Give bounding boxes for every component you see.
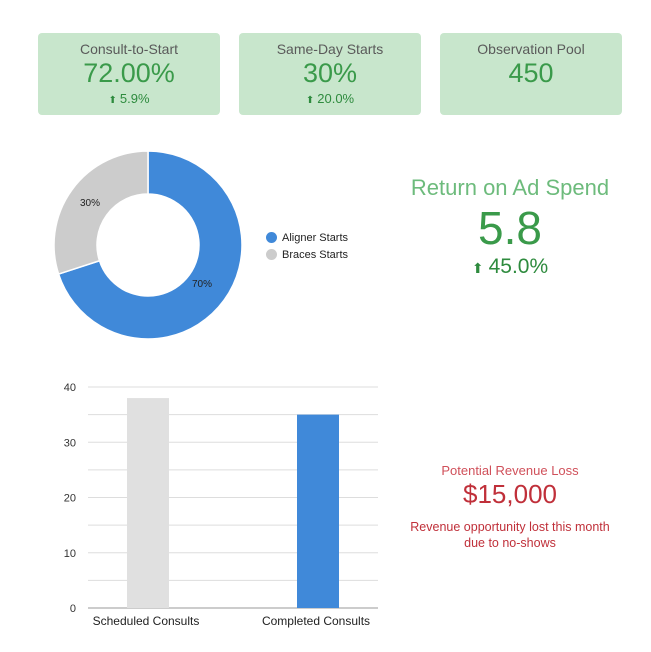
y-tick-label: 0	[70, 603, 76, 615]
kpi-card-observation-pool: Observation Pool 450	[440, 33, 622, 115]
kpi-title: Consult-to-Start	[79, 41, 179, 57]
loss-title: Potential Revenue Loss	[441, 463, 579, 478]
bar[interactable]	[127, 398, 169, 608]
bar-chart-svg: 0 10 20 30 40 Scheduled Consults Completed Con…	[64, 382, 378, 628]
legend-item-aligner[interactable]: Aligner Starts	[266, 229, 348, 246]
bar-chart: 0 10 20 30 40 Scheduled Consults Completed Con…	[55, 375, 385, 635]
arrow-up-icon: ⬆	[305, 95, 315, 106]
kpi-title: Same-Day Starts	[276, 41, 384, 57]
arrow-up-icon: ⬆	[471, 260, 484, 276]
x-tick-label: Scheduled Consults	[93, 614, 200, 628]
y-tick-label: 20	[64, 493, 76, 505]
donut-chart: 70% 30%	[50, 148, 250, 343]
bar[interactable]	[297, 414, 339, 608]
roas-scorecard: Return on Ad Spend 5.8 ⬆ 45.0%	[390, 175, 630, 279]
revenue-loss-scorecard: Potential Revenue Loss $15,000 Revenue o…	[390, 463, 630, 551]
legend-dot-icon	[266, 232, 277, 243]
legend-item-braces[interactable]: Braces Starts	[266, 246, 348, 263]
legend-dot-icon	[266, 249, 277, 260]
donut-chart-svg	[53, 150, 243, 340]
kpi-delta: ⬆ 20.0%	[305, 91, 355, 106]
kpi-value: 30%	[302, 58, 358, 88]
kpi-title: Observation Pool	[477, 41, 585, 57]
donut-slice[interactable]	[57, 150, 243, 340]
kpi-value: 72.00%	[83, 58, 175, 88]
loss-description: Revenue opportunity lost this month due …	[410, 520, 610, 550]
y-tick-label: 30	[64, 437, 76, 449]
kpi-card-same-day-starts: Same-Day Starts 30% ⬆ 20.0%	[239, 33, 421, 115]
kpi-delta: ⬆ 5.9%	[108, 91, 150, 106]
loss-value: $15,000	[463, 479, 557, 509]
roas-value: 5.8	[478, 202, 542, 254]
roas-title: Return on Ad Spend	[410, 175, 610, 200]
arrow-up-icon: ⬆	[108, 95, 117, 106]
kpi-card-consult-to-start: Consult-to-Start 72.00% ⬆ 5.9%	[38, 33, 220, 115]
donut-slice[interactable]	[53, 150, 149, 275]
donut-label-aligner: 70%	[192, 279, 213, 290]
donut-label-braces: 30%	[80, 198, 101, 209]
kpi-value: 450	[508, 58, 554, 88]
donut-legend: Aligner Starts Braces Starts	[266, 229, 348, 263]
y-tick-label: 40	[64, 382, 76, 394]
y-tick-label: 10	[64, 548, 76, 560]
x-tick-label: Completed Consults	[262, 614, 370, 628]
roas-delta: ⬆ 45.0%	[471, 255, 549, 278]
